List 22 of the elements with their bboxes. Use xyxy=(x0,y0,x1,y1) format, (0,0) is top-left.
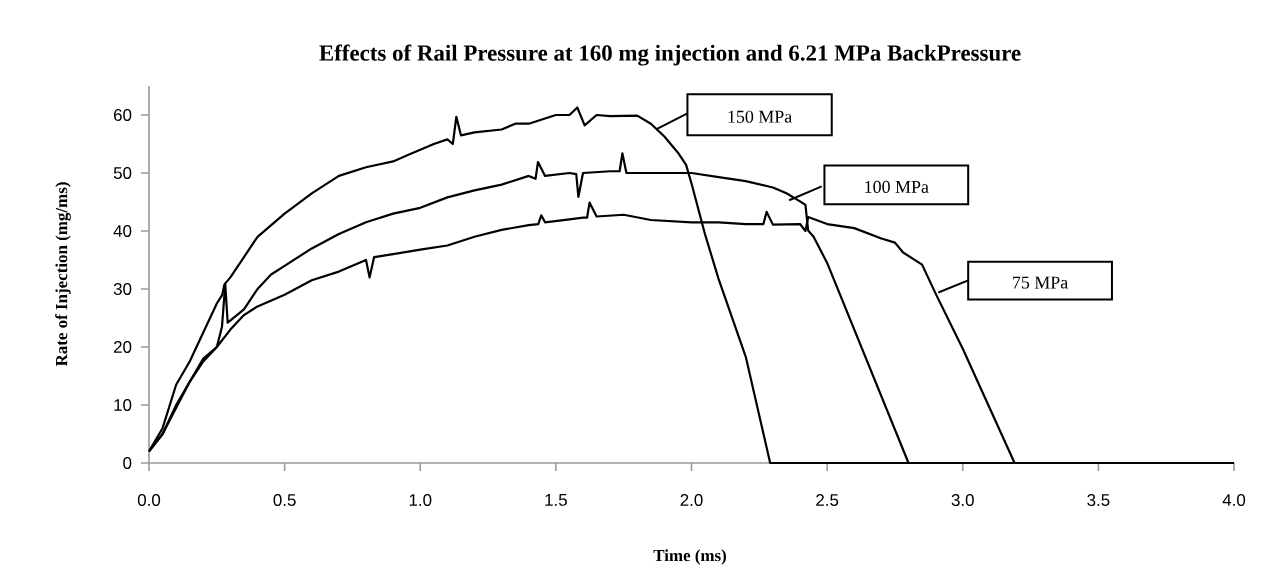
x-tick-label: 0.0 xyxy=(137,494,161,507)
x-tick-label: 4.0 xyxy=(1222,494,1246,507)
y-tick-label: 30 xyxy=(113,283,132,295)
y-tick-label: 0 xyxy=(123,457,132,469)
x-tick-label: 2.0 xyxy=(680,494,703,507)
text: 75 MPa xyxy=(1013,276,1068,289)
x-tick-label: 1.5 xyxy=(545,494,567,506)
x-axis-title: Time (ms) xyxy=(653,549,727,565)
y-axis-title: Rate of Injection (mg/ms) xyxy=(55,182,71,367)
x-tick-label: 3.0 xyxy=(951,494,974,507)
y-tick-label: 20 xyxy=(113,341,132,353)
legend-label: 150 MPa xyxy=(728,110,792,123)
chart-title: Effects of Rail Pressure at 160 mg injection and 6.21 MPa BackPressure xyxy=(319,44,1021,66)
y-tick-label: 50 xyxy=(113,167,132,179)
y-tick-label: 40 xyxy=(113,225,132,237)
text: 100 MPa xyxy=(865,180,929,193)
x-tick-label: 0.5 xyxy=(273,494,296,507)
x-tick-label: 1.0 xyxy=(409,494,432,507)
x-tick-label: 3.5 xyxy=(1087,494,1110,507)
y-tick-label: 10 xyxy=(114,399,132,411)
x-tick-label: 2.5 xyxy=(816,494,839,507)
y-tick-label: 60 xyxy=(114,109,132,121)
